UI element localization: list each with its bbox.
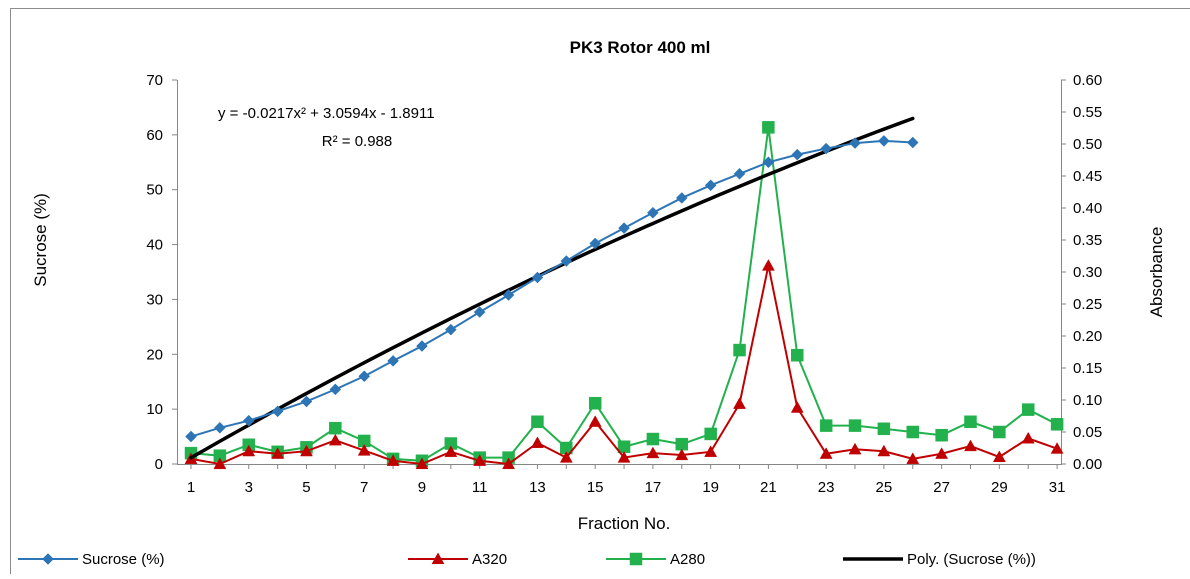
- legend-marker: [630, 553, 642, 565]
- y2-tick-label: 0.55: [1073, 104, 1102, 121]
- y2-tick-label: 0.00: [1073, 456, 1102, 473]
- y-axis-label: Sucrose (%): [31, 193, 50, 287]
- x-tick-label: 23: [818, 479, 835, 496]
- x-tick-label: 31: [1049, 479, 1066, 496]
- legend-label: A280: [670, 551, 705, 568]
- y-tick-label: 50: [146, 182, 163, 199]
- y-tick-label: 0: [155, 456, 163, 473]
- data-point: [1051, 418, 1063, 430]
- x-tick-label: 27: [933, 479, 950, 496]
- y2-tick-label: 0.25: [1073, 296, 1102, 313]
- y2-tick-label: 0.05: [1073, 424, 1102, 441]
- data-point: [1022, 404, 1034, 416]
- legend-label: Sucrose (%): [82, 551, 165, 568]
- y2-tick-label: 0.40: [1073, 200, 1102, 217]
- trendline-r2: R² = 0.988: [322, 133, 392, 150]
- legend-label: A320: [472, 551, 507, 568]
- x-tick-label: 5: [302, 479, 310, 496]
- data-point: [849, 420, 861, 432]
- y2-tick-label: 0.10: [1073, 392, 1102, 409]
- x-tick-label: 1: [187, 479, 195, 496]
- x-axis-label: Fraction No.: [578, 514, 671, 533]
- x-tick-label: 7: [360, 479, 368, 496]
- data-point: [993, 426, 1005, 438]
- x-tick-label: 15: [587, 479, 604, 496]
- y2-tick-label: 0.50: [1073, 136, 1102, 153]
- y-tick-label: 10: [146, 401, 163, 418]
- data-point: [589, 397, 601, 409]
- data-point: [820, 420, 832, 432]
- x-tick-label: 21: [760, 479, 777, 496]
- data-point: [734, 344, 746, 356]
- y2-tick-label: 0.15: [1073, 360, 1102, 377]
- y-tick-label: 60: [146, 127, 163, 144]
- data-point: [647, 433, 659, 445]
- data-point: [936, 429, 948, 441]
- x-tick-label: 25: [876, 479, 893, 496]
- y-tick-label: 20: [146, 346, 163, 363]
- y2-axis-label: Absorbance: [1147, 227, 1166, 318]
- y2-tick-label: 0.20: [1073, 328, 1102, 345]
- y2-tick-label: 0.30: [1073, 264, 1102, 281]
- y-tick-label: 70: [146, 72, 163, 89]
- x-tick-label: 19: [702, 479, 719, 496]
- data-point: [762, 121, 774, 133]
- data-point: [907, 426, 919, 438]
- legend-label: Poly. (Sucrose (%)): [907, 551, 1036, 568]
- x-tick-label: 13: [529, 479, 546, 496]
- x-tick-label: 9: [418, 479, 426, 496]
- data-point: [329, 422, 341, 434]
- y2-tick-label: 0.45: [1073, 168, 1102, 185]
- data-point: [791, 349, 803, 361]
- y2-tick-label: 0.60: [1073, 72, 1102, 89]
- x-tick-label: 3: [245, 479, 253, 496]
- trendline-equation: y = -0.0217x² + 3.0594x - 1.8911: [218, 105, 435, 122]
- data-point: [676, 438, 688, 450]
- y2-tick-label: 0.35: [1073, 232, 1102, 249]
- x-tick-label: 29: [991, 479, 1008, 496]
- data-point: [531, 416, 543, 428]
- chart-title: PK3 Rotor 400 ml: [570, 38, 711, 57]
- y-tick-label: 40: [146, 237, 163, 254]
- x-tick-label: 17: [645, 479, 662, 496]
- data-point: [964, 416, 976, 428]
- data-point: [705, 428, 717, 440]
- data-point: [878, 423, 890, 435]
- x-tick-label: 11: [472, 479, 488, 496]
- y-tick-label: 30: [146, 291, 163, 308]
